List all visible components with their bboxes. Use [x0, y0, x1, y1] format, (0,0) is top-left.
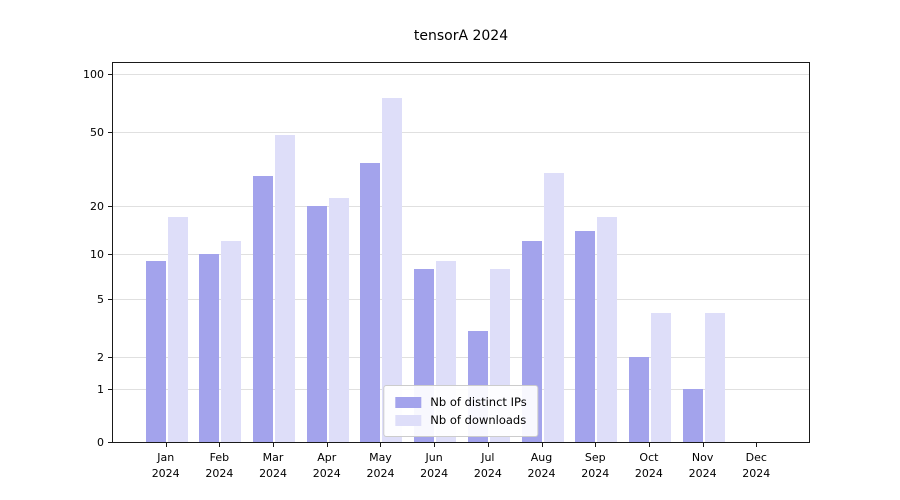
bar-downloads-nov	[704, 313, 725, 442]
x-tick-mark	[541, 443, 543, 447]
gridline	[113, 131, 809, 133]
bar-distinct-ips-sep	[575, 230, 596, 442]
bar-downloads-may	[382, 98, 403, 442]
x-tick-label: Apr 2024	[312, 451, 341, 480]
x-tick-label: Jan 2024	[151, 451, 180, 480]
legend-item-distinct-ips: Nb of distinct IPs	[395, 393, 527, 411]
chart-title: tensorA 2024	[413, 28, 509, 44]
bar-distinct-ips-nov	[682, 389, 703, 442]
y-tick-label: 10	[90, 248, 104, 261]
x-tick-mark	[219, 443, 221, 447]
gridline	[113, 253, 809, 255]
x-tick-mark	[380, 443, 382, 447]
y-tick-mark	[108, 357, 112, 358]
x-tick-label: Dec 2024	[742, 451, 771, 480]
gridline	[113, 298, 809, 300]
bar-downloads-jan	[167, 217, 188, 442]
x-tick-label: Feb 2024	[205, 451, 234, 480]
legend-label-downloads: Nb of downloads	[430, 413, 527, 427]
y-tick-mark	[108, 254, 112, 255]
bar-downloads-aug	[543, 173, 564, 442]
x-tick-mark	[702, 443, 704, 447]
x-tick-mark	[326, 443, 328, 447]
x-tick-label: Jul 2024	[473, 451, 502, 480]
y-tick-mark	[108, 389, 112, 390]
legend-item-downloads: Nb of downloads	[395, 411, 526, 429]
bar-distinct-ips-apr	[306, 206, 327, 442]
legend-label-distinct-ips: Nb of distinct IPs	[430, 395, 527, 409]
x-tick-label: Jun 2024	[420, 451, 449, 480]
x-tick-label: May 2024	[366, 451, 395, 480]
y-tick-label: 20	[90, 200, 104, 213]
y-tick-mark	[108, 299, 112, 300]
bar-downloads-apr	[328, 198, 349, 442]
bar-downloads-feb	[221, 241, 242, 442]
bar-downloads-oct	[650, 313, 671, 442]
plot-area: Nb of distinct IPs Nb of downloads	[112, 62, 810, 443]
bar-downloads-mar	[275, 135, 296, 442]
gridline	[113, 73, 809, 75]
x-tick-label: Aug 2024	[527, 451, 556, 480]
y-tick-label: 100	[83, 68, 104, 81]
y-tick-label: 1	[97, 383, 104, 396]
y-tick-mark	[108, 206, 112, 207]
y-tick-mark	[108, 74, 112, 75]
legend-swatch-distinct-ips	[395, 396, 422, 408]
y-tick-label: 0	[97, 436, 104, 449]
x-tick-mark	[165, 443, 167, 447]
y-tick-label: 2	[97, 351, 104, 364]
x-tick-label: Nov 2024	[688, 451, 717, 480]
x-tick-mark	[756, 443, 758, 447]
bar-distinct-ips-feb	[199, 254, 220, 442]
bar-distinct-ips-mar	[253, 176, 274, 442]
bar-distinct-ips-oct	[628, 357, 649, 442]
x-tick-label: Sep 2024	[581, 451, 610, 480]
y-tick-label: 5	[97, 293, 104, 306]
gridline	[113, 356, 809, 358]
x-tick-mark	[648, 443, 650, 447]
x-tick-label: Oct 2024	[634, 451, 663, 480]
x-tick-label: Mar 2024	[259, 451, 288, 480]
y-tick-label: 50	[90, 126, 104, 139]
x-tick-mark	[273, 443, 275, 447]
y-tick-mark	[108, 442, 112, 443]
x-tick-mark	[434, 443, 436, 447]
legend: Nb of distinct IPs Nb of downloads	[383, 385, 539, 437]
y-tick-mark	[108, 132, 112, 133]
bar-distinct-ips-jan	[145, 260, 166, 442]
x-tick-mark	[595, 443, 597, 447]
x-tick-mark	[487, 443, 489, 447]
bar-distinct-ips-may	[360, 163, 381, 442]
bar-downloads-sep	[597, 217, 618, 442]
gridline	[113, 205, 809, 207]
legend-swatch-downloads	[395, 414, 422, 426]
